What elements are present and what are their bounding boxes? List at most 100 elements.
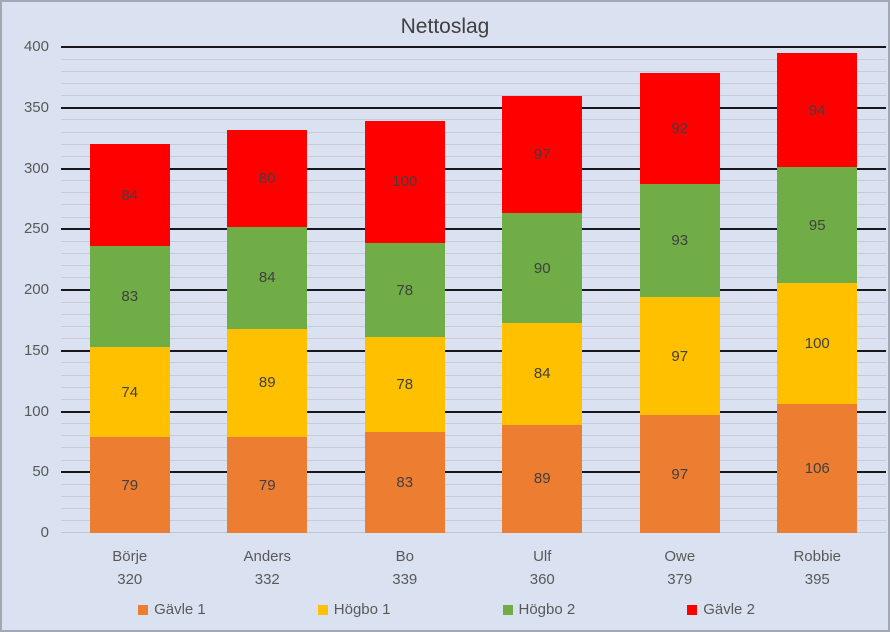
bar-segment-label: 78	[396, 376, 414, 394]
gridline-major	[61, 410, 886, 413]
category-name: Robbie	[793, 548, 842, 565]
bar-segment: 100	[364, 121, 445, 243]
bar-segment: 100	[777, 282, 858, 405]
y-axis-tick-label: 250	[23, 220, 49, 238]
bar-segment-label: 84	[258, 269, 276, 287]
bar-segment-label: 106	[804, 460, 830, 478]
category-name: Bo	[395, 548, 414, 565]
bar-segment-label: 97	[671, 465, 689, 483]
bar-segment-label: 84	[121, 186, 139, 204]
gridline-minor	[61, 398, 886, 400]
legend-label: Gävle 2	[703, 601, 755, 618]
gridline-minor	[61, 192, 886, 194]
bar-segment: 74	[89, 347, 170, 438]
gridline-minor	[61, 338, 886, 340]
plot-area: 79 74 83 84 79 89 84 80 83 78 78 100 89 84 90 97 97 97 93 9…	[61, 46, 886, 533]
bar-segment: 89	[227, 328, 308, 438]
gridline-major	[61, 106, 886, 109]
gridline-minor	[61, 82, 886, 84]
gridline-minor	[61, 131, 886, 133]
bar-segment-label: 100	[392, 173, 418, 191]
gridline-minor	[61, 483, 886, 485]
gridline-minor	[61, 435, 886, 437]
category-name: Owe	[664, 548, 696, 565]
category-total: 332	[254, 571, 280, 588]
gridline-minor	[61, 301, 886, 303]
gridline-minor	[61, 496, 886, 498]
y-axis-tick-label: 0	[40, 524, 49, 541]
bar-segment: 106	[777, 404, 858, 533]
bar-segment-label: 84	[533, 365, 551, 383]
bar-segment: 84	[502, 322, 583, 425]
category-total: 360	[529, 571, 555, 588]
gridline-minor	[61, 143, 886, 145]
x-axis-line	[61, 532, 886, 533]
gridline-minor	[61, 58, 886, 60]
legend-item: Högbo 2	[502, 601, 576, 618]
gridline-minor	[61, 240, 886, 242]
category-name: Anders	[243, 548, 292, 565]
bar-segment-label: 94	[808, 101, 826, 119]
category-total: 320	[117, 571, 143, 588]
gridline-minor	[61, 313, 886, 315]
bar-segment: 83	[89, 246, 170, 348]
bar-segment-label: 89	[533, 470, 551, 488]
legend: Gävle 1 Högbo 1 Högbo 2 Gävle 2	[34, 601, 859, 618]
x-axis: Börje 320 Anders 332 Bo 339 Ulf 360 Owe 379 Robbie…	[61, 545, 886, 591]
legend-label: Gävle 1	[154, 601, 206, 618]
gridline-major	[61, 167, 886, 170]
gridline-minor	[61, 508, 886, 510]
gridline-minor	[61, 265, 886, 267]
y-axis-tick-label: 100	[23, 402, 49, 420]
chart-title: Nettoslag	[400, 15, 490, 38]
bar-segment: 94	[777, 53, 858, 168]
gridline-minor	[61, 155, 886, 157]
gridline-minor	[61, 253, 886, 255]
bar-segment: 78	[364, 242, 445, 338]
gridline-minor	[61, 95, 886, 97]
legend-label: Högbo 2	[518, 601, 576, 618]
gridline-minor	[61, 520, 886, 522]
bar-segment-label: 95	[808, 216, 826, 234]
bar-segment: 97	[639, 297, 720, 416]
bar-segment-label: 97	[533, 146, 551, 164]
bar-segment: 78	[364, 337, 445, 433]
category-name: Ulf	[533, 548, 552, 565]
bar-segment: 79	[89, 437, 170, 533]
bar-segment: 84	[227, 226, 308, 329]
bar-segment-label: 80	[258, 169, 276, 187]
gridline-minor	[61, 423, 886, 425]
bar-segment-label: 79	[121, 476, 139, 494]
gridline-minor	[61, 459, 886, 461]
bar-segment: 80	[227, 129, 308, 227]
gridline-major	[61, 46, 886, 48]
bar-segment-label: 74	[121, 383, 139, 401]
legend-item: Gävle 2	[687, 601, 755, 618]
gridline-minor	[61, 386, 886, 388]
legend-item: Gävle 1	[138, 601, 206, 618]
gridline-minor	[61, 447, 886, 449]
x-axis-label: Börje 320	[61, 545, 199, 591]
bar-segment: 89	[502, 424, 583, 533]
bar-segment-label: 83	[121, 288, 139, 306]
gridline-minor	[61, 119, 886, 121]
bar-segment-label: 79	[258, 476, 276, 494]
gridline-major	[61, 228, 886, 231]
x-axis-label: Ulf 360	[474, 545, 612, 591]
gridline-minor	[61, 204, 886, 206]
bar-segment: 95	[777, 167, 858, 283]
bar-segment: 83	[364, 432, 445, 533]
bar-segment-label: 100	[804, 334, 830, 352]
bar-segment-label: 78	[396, 281, 414, 299]
gridline-major	[61, 471, 886, 474]
gridline-major	[61, 289, 886, 291]
y-axis-tick-label: 350	[23, 98, 49, 116]
bar-segment: 97	[502, 95, 583, 214]
bar-segment: 93	[639, 184, 720, 298]
bar-segment-label: 83	[396, 474, 414, 492]
bar-segment-label: 89	[258, 374, 276, 392]
gridline-minor	[61, 70, 886, 72]
legend-label: Högbo 1	[333, 601, 391, 618]
gridline-minor	[61, 180, 886, 182]
